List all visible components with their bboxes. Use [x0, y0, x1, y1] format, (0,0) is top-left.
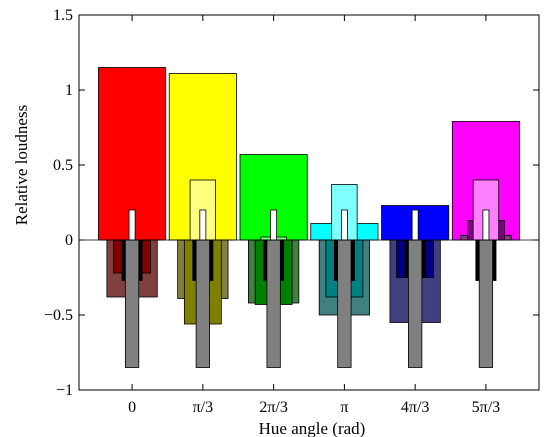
x-tick-label-1: π/3 [193, 399, 214, 416]
x-tick-label-4: 4π/3 [401, 399, 430, 416]
x-tick-label-2: 2π/3 [259, 399, 288, 416]
bar-gray-1 [195, 239, 210, 368]
bar-white-3 [340, 209, 348, 241]
bar-white-1 [199, 209, 207, 241]
y-tick-label-0: 1.5 [53, 7, 73, 24]
bars-layer [79, 67, 539, 368]
bar-white-4 [411, 209, 419, 241]
y-tick-label-5: −1 [56, 382, 73, 399]
y-tick-label-1: 1 [65, 82, 73, 99]
bar-white-2 [270, 209, 278, 241]
x-axis-label: Hue angle (rad) [259, 419, 366, 437]
y-tick-label-2: 0.5 [53, 157, 73, 174]
y-tick-label-3: 0 [65, 232, 73, 249]
y-tick-label-4: −0.5 [44, 307, 73, 324]
x-tick-label-0: 0 [128, 399, 136, 416]
plot-frame [78, 14, 540, 391]
x-tick-label-3: π [340, 399, 348, 416]
x-tick-label-5: 5π/3 [472, 399, 501, 416]
axis-ticks: 1.5 1 0.5 0 −0.5 −1 0 π/3 2π/3 π 4π/3 5π/3 [44, 7, 539, 416]
bar-gray-4 [408, 239, 423, 368]
bar-white-0 [128, 209, 136, 241]
bar-white-5 [482, 209, 490, 241]
bar-gray-0 [124, 239, 140, 368]
bar-gray-5 [478, 239, 494, 368]
y-axis-label: Relative loudness [12, 105, 31, 225]
bar-gray-3 [337, 239, 352, 368]
bar-gray-2 [266, 239, 281, 368]
